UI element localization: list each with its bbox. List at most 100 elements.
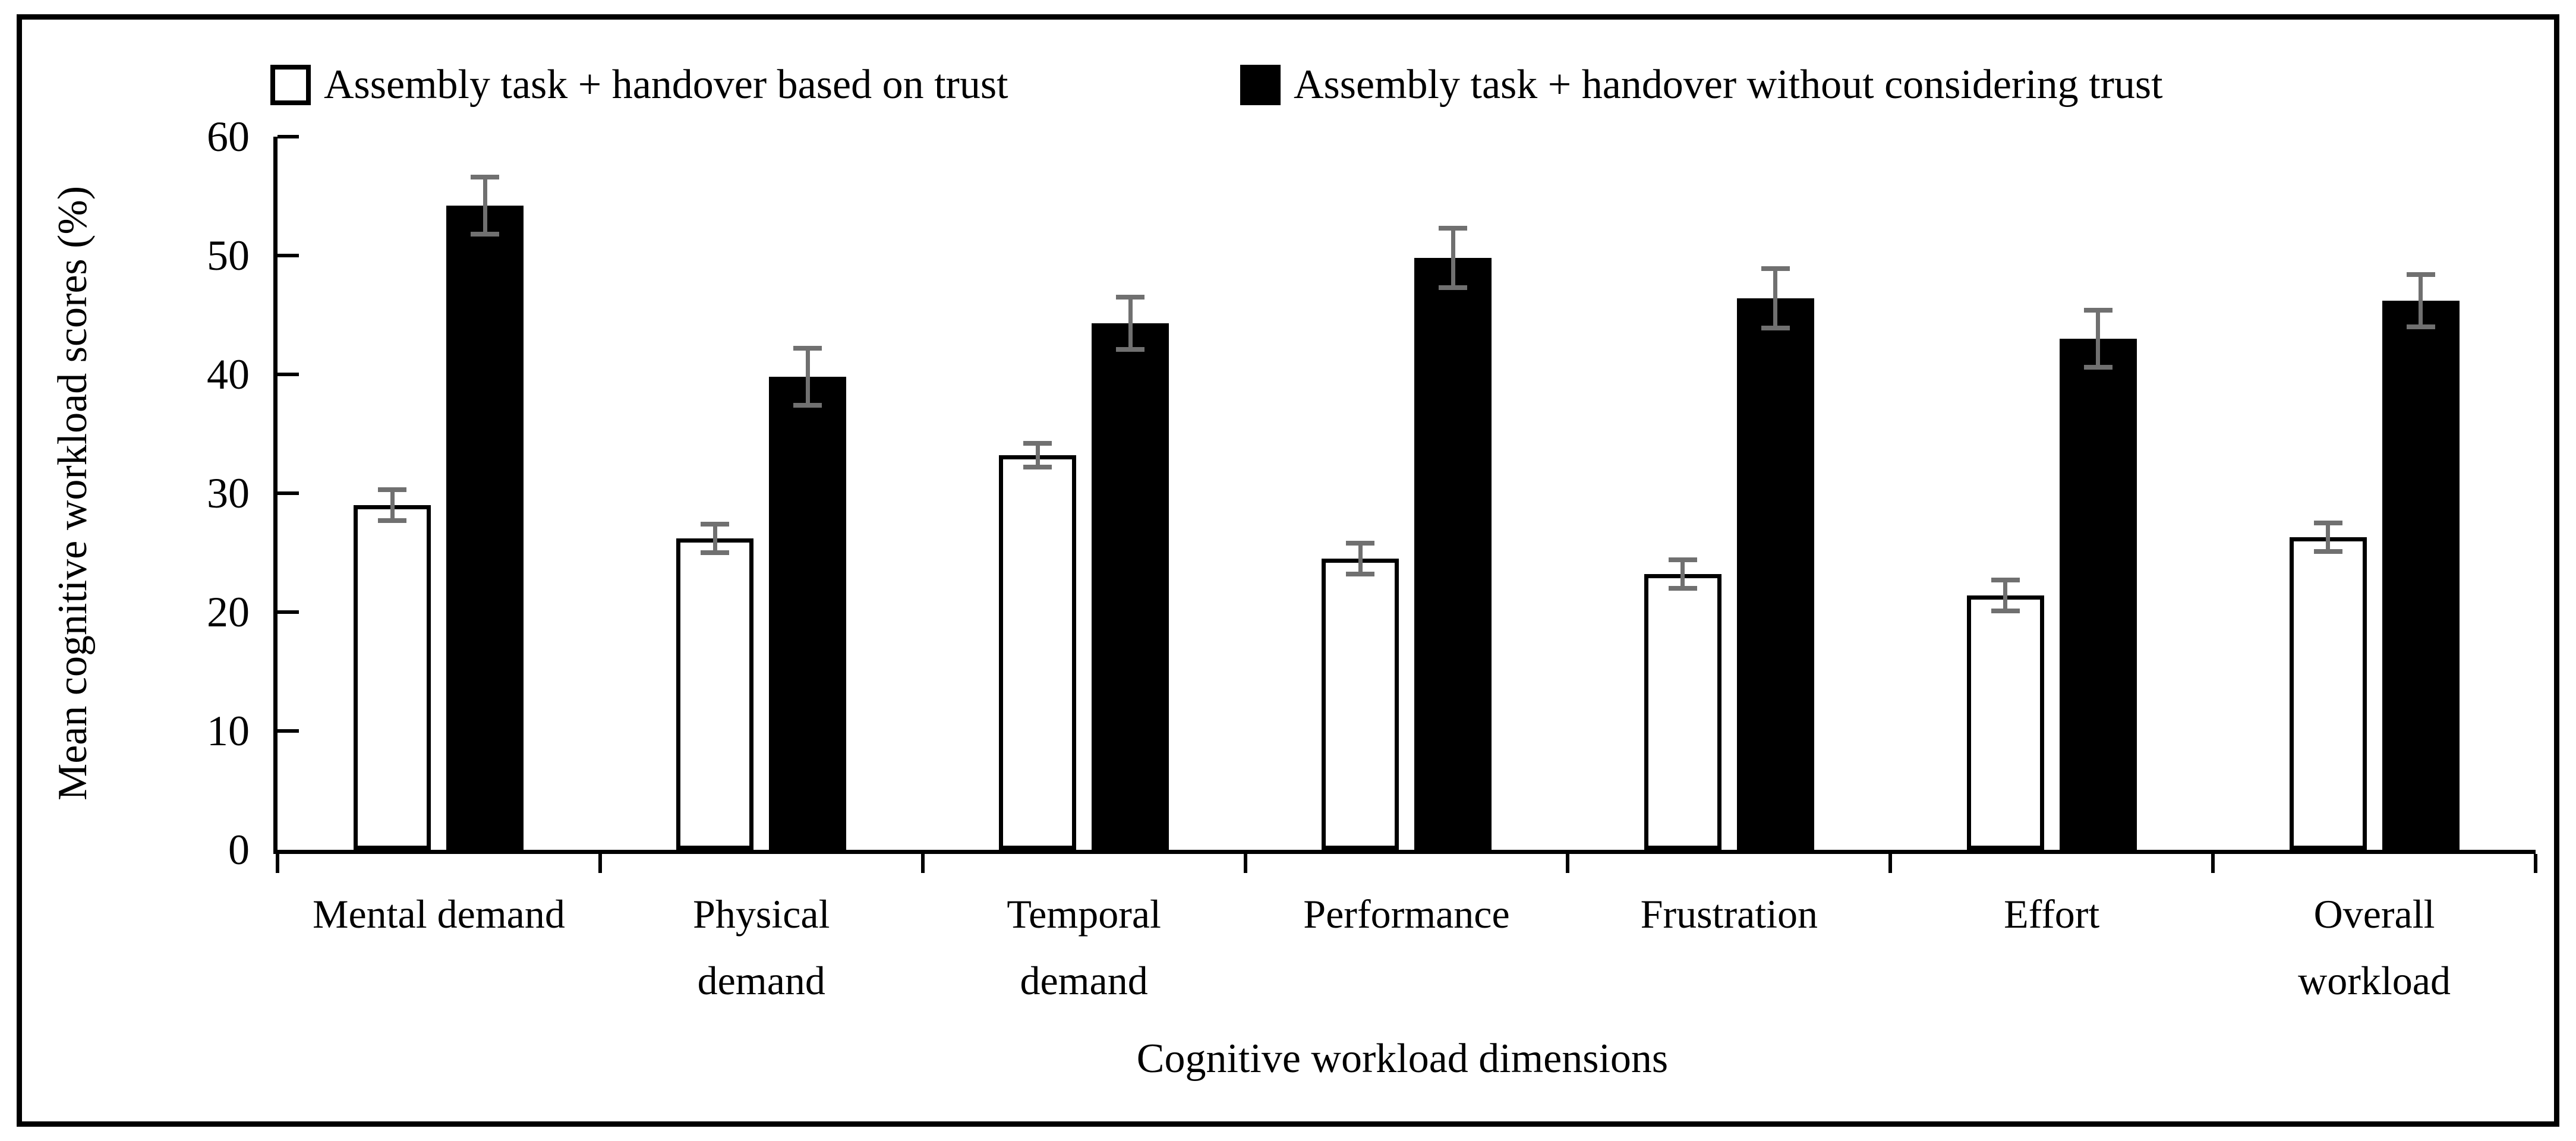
- bar-trust: [676, 538, 754, 850]
- error-bar-cap-top: [1439, 226, 1467, 231]
- bar-trust: [1966, 595, 2044, 850]
- error-bar-cap-bottom: [1439, 285, 1467, 290]
- y-axis-tick: [278, 729, 299, 733]
- x-axis-tick: [920, 854, 925, 873]
- x-axis-title: Cognitive workload dimensions: [1136, 1036, 1669, 1082]
- category-label-line: Temporal: [1007, 891, 1161, 937]
- legend-item-trust: Assembly task + handover based on trust: [270, 52, 1008, 118]
- error-bar-cap-top: [2083, 308, 2112, 313]
- bar-trust: [1322, 559, 1399, 850]
- y-axis-tick: [278, 373, 299, 376]
- error-bar-cap-top: [1116, 295, 1145, 300]
- error-bar-line: [2419, 275, 2423, 327]
- error-bar-cap-bottom: [1346, 572, 1374, 576]
- bar-trust: [999, 455, 1077, 850]
- error-bar-line: [2096, 310, 2101, 367]
- bar-no-trust: [1736, 298, 1814, 850]
- y-axis-tick: [278, 135, 299, 138]
- bar-no-trust: [1414, 258, 1492, 850]
- y-axis-tick-label: 20: [207, 588, 250, 636]
- error-bar-cap-bottom: [793, 403, 822, 408]
- error-bar-line: [1128, 297, 1133, 349]
- error-bar-cap-bottom: [2406, 324, 2435, 329]
- bar-no-trust: [446, 206, 524, 850]
- error-bar-cap-bottom: [1023, 465, 1052, 469]
- error-bar-line: [1451, 228, 1455, 288]
- legend-swatch-filled-icon: [1240, 65, 1281, 105]
- error-bar-line: [1680, 560, 1685, 588]
- error-bar-cap-top: [1761, 266, 1790, 271]
- x-axis-tick: [1243, 854, 1247, 873]
- error-bar-line: [2003, 580, 2008, 611]
- category-label-line: demand: [1020, 958, 1148, 1003]
- error-bar-cap-bottom: [2313, 549, 2342, 554]
- plot-area: 0 10 20 30 40 50 60 Mental demand Physical demand…: [207, 113, 2537, 1003]
- x-axis-tick: [2534, 854, 2537, 873]
- y-axis-tick-label: 30: [207, 469, 250, 517]
- y-axis-tick: [278, 254, 299, 257]
- x-axis-tick: [1888, 854, 1893, 873]
- y-axis-tick: [278, 491, 299, 495]
- error-bar-line: [483, 177, 487, 234]
- category-label-line: workload: [2298, 958, 2451, 1003]
- error-bar-cap-bottom: [1668, 586, 1697, 591]
- category-label: Performance: [1246, 881, 1568, 947]
- y-axis-title: Mean cognitive workload scores (%): [50, 185, 96, 801]
- error-bar-line: [2326, 523, 2331, 551]
- y-axis-tick-label: 60: [207, 113, 250, 160]
- category-label-line: Physical: [693, 891, 830, 937]
- error-bar-line: [1773, 269, 1778, 328]
- error-bar-cap-top: [471, 175, 500, 179]
- error-bar-cap-top: [378, 487, 407, 492]
- bar-no-trust: [2059, 339, 2137, 850]
- category-label: Mental demand: [278, 881, 600, 947]
- y-axis-tick-label: 10: [207, 707, 250, 755]
- error-bar-line: [1358, 543, 1363, 574]
- category-label-line: Performance: [1303, 891, 1510, 937]
- error-bar-cap-bottom: [1761, 326, 1790, 330]
- error-bar-cap-top: [793, 346, 822, 351]
- category-label-line: Effort: [2004, 891, 2100, 937]
- category-label-line: demand: [697, 958, 825, 1003]
- legend-swatch-hollow-icon: [270, 65, 311, 105]
- legend-item-no-trust: Assembly task + handover without conside…: [1240, 52, 2163, 118]
- bar-no-trust: [1092, 323, 1169, 850]
- x-axis-tick: [2211, 854, 2215, 873]
- category-label: Physical demand: [600, 881, 923, 1014]
- x-axis-tick: [598, 854, 602, 873]
- error-bar-line: [390, 490, 395, 521]
- category-label: Temporal demand: [923, 881, 1246, 1014]
- category-label: Effort: [1890, 881, 2213, 947]
- y-axis-tick-label: 40: [207, 351, 250, 398]
- error-bar-cap-bottom: [2083, 365, 2112, 370]
- error-bar-cap-bottom: [701, 550, 730, 555]
- error-bar-line: [1035, 443, 1040, 467]
- legend-label-no-trust: Assembly task + handover without conside…: [1294, 62, 2163, 108]
- bar-trust: [2289, 537, 2367, 850]
- error-bar-cap-top: [1023, 441, 1052, 446]
- bar-trust: [354, 505, 431, 850]
- y-axis-tick-label: 0: [228, 826, 250, 874]
- category-label: Frustration: [1568, 881, 1890, 947]
- error-bar-line: [805, 348, 810, 405]
- category-label: Overall workload: [2213, 881, 2536, 1014]
- bar-no-trust: [769, 377, 847, 850]
- error-bar-cap-top: [1991, 578, 2020, 582]
- y-axis-tick-label: 50: [207, 232, 250, 279]
- error-bar-cap-bottom: [1991, 609, 2020, 613]
- legend: Assembly task + handover based on trust …: [270, 52, 2410, 118]
- y-axis-tick: [278, 610, 299, 614]
- category-label-line: Frustration: [1640, 891, 1818, 937]
- category-label-line: Overall: [2313, 891, 2435, 937]
- x-axis-tick: [1566, 854, 1570, 873]
- bar-no-trust: [2382, 301, 2460, 850]
- error-bar-cap-bottom: [471, 232, 500, 237]
- x-axis-tick: [276, 854, 279, 873]
- category-label-line: Mental demand: [312, 891, 565, 937]
- error-bar-cap-top: [2313, 521, 2342, 525]
- error-bar-cap-bottom: [378, 518, 407, 523]
- error-bar-cap-top: [1346, 541, 1374, 546]
- bar-trust: [1644, 574, 1721, 850]
- error-bar-line: [712, 524, 717, 553]
